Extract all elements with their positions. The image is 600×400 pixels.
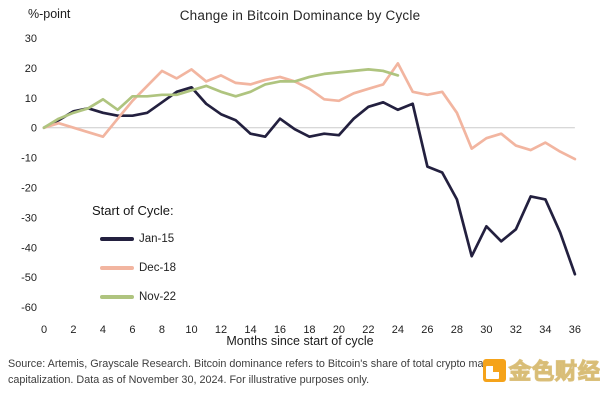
x-tick-label-18: 18 <box>303 324 315 336</box>
y-tick-label--40: -40 <box>21 242 37 254</box>
x-tick-label-26: 26 <box>421 324 433 336</box>
x-tick-label-24: 24 <box>392 324 404 336</box>
y-tick-label-30: 30 <box>25 33 37 45</box>
y-axis-unit-label: %-point <box>28 7 71 21</box>
dec-18-line-swatch <box>100 266 134 270</box>
legend-item-jan-15: Jan-15 <box>100 231 176 247</box>
source-note-line2: capitalization. Data as of November 30, … <box>8 374 370 387</box>
x-tick-label-12: 12 <box>215 324 227 336</box>
y-tick-label--50: -50 <box>21 272 37 284</box>
jan-15-line-swatch <box>100 237 134 241</box>
x-tick-label-28: 28 <box>451 324 463 336</box>
chart-legend: Start of Cycle: Jan-15 Dec-18 Nov-22 <box>92 203 176 305</box>
legend-title: Start of Cycle: <box>92 203 174 218</box>
x-tick-label-30: 30 <box>480 324 492 336</box>
y-tick-label-0: 0 <box>31 123 37 135</box>
y-tick-label-10: 10 <box>25 93 37 105</box>
x-tick-label-6: 6 <box>129 324 135 336</box>
jinse-finance-watermark: 金色财经 <box>483 354 600 386</box>
legend-label-jan-15: Jan-15 <box>139 233 175 245</box>
x-tick-label-8: 8 <box>159 324 165 336</box>
y-tick-label--10: -10 <box>21 153 37 165</box>
x-tick-label-4: 4 <box>100 324 106 336</box>
x-tick-label-2: 2 <box>70 324 76 336</box>
nov-22-line-swatch <box>100 295 134 299</box>
legend-label-nov-22: Nov-22 <box>139 291 177 303</box>
legend-item-dec-18: Dec-18 <box>100 260 176 276</box>
x-tick-label-14: 14 <box>244 324 256 336</box>
legend-item-nov-22: Nov-22 <box>100 289 176 305</box>
legend-label-dec-18: Dec-18 <box>139 262 177 274</box>
x-tick-label-20: 20 <box>333 324 345 336</box>
y-tick-label--30: -30 <box>21 212 37 224</box>
x-axis-label: Months since start of cycle <box>226 334 374 348</box>
y-tick-label-20: 20 <box>25 63 37 75</box>
series-line-jan-15 <box>42 85 577 276</box>
y-tick-label--20: -20 <box>21 182 37 194</box>
x-tick-label-22: 22 <box>362 324 374 336</box>
chart-title: Change in Bitcoin Dominance by Cycle <box>179 8 421 23</box>
y-tick-label--60: -60 <box>21 302 37 314</box>
series-line-dec-18 <box>42 62 577 161</box>
series-line-nov-22 <box>42 68 400 130</box>
x-tick-label-16: 16 <box>274 324 286 336</box>
source-note: Source: Artemis, Grayscale Research. Bit… <box>8 356 594 388</box>
x-tick-label-34: 34 <box>539 324 551 336</box>
source-note-line1: Source: Artemis, Grayscale Research. Bit… <box>8 358 502 370</box>
watermark-text: 金色财经 <box>508 358 600 384</box>
jinse-finance-logo-icon <box>483 358 506 382</box>
x-tick-label-0: 0 <box>41 324 47 336</box>
x-tick-label-10: 10 <box>185 324 197 336</box>
x-tick-label-36: 36 <box>569 324 581 336</box>
x-tick-label-32: 32 <box>510 324 522 336</box>
